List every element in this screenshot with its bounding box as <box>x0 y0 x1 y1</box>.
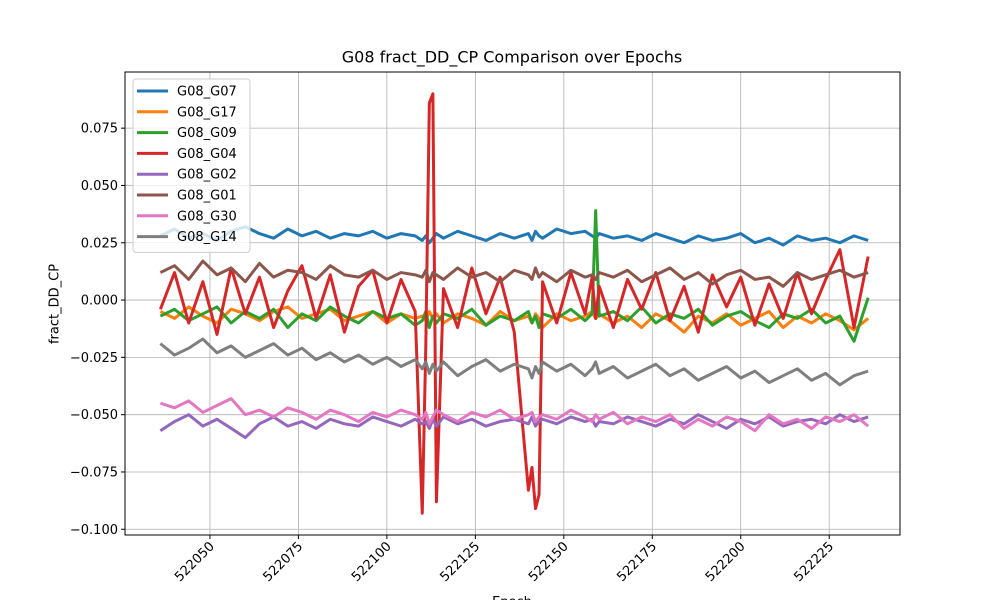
legend-label: G08_G14 <box>177 230 237 245</box>
series-line <box>158 92 870 515</box>
series-line <box>159 397 870 433</box>
y-tick-label: −0.050 <box>70 408 118 423</box>
legend-label: G08_G01 <box>177 189 237 204</box>
plot <box>158 92 870 515</box>
x-axis-label: Epoch <box>492 595 532 600</box>
y-tick-label: 0.000 <box>81 294 118 309</box>
y-tick-label: −0.025 <box>70 351 118 366</box>
series-line <box>159 413 869 440</box>
series-line <box>159 259 869 288</box>
series-line <box>159 209 870 343</box>
y-tick-label: −0.075 <box>70 465 118 480</box>
y-tick-label: 0.075 <box>81 122 118 137</box>
y-tick-label: 0.025 <box>81 236 118 251</box>
legend-label: G08_G09 <box>177 126 237 141</box>
legend-label: G08_G07 <box>177 85 237 100</box>
axes-frame <box>124 71 901 536</box>
y-axis-label: fract_DD_CP <box>48 264 63 344</box>
legend-box <box>132 78 251 253</box>
chart-title: G08 fract_DD_CP Comparison over Epochs <box>342 48 682 68</box>
legend-label: G08_G30 <box>177 209 237 224</box>
y-tick-label: 0.050 <box>81 179 118 194</box>
legend-label: G08_G02 <box>177 168 237 183</box>
legend: G08_G07 G08_G17 G08_G09 G08_G04 G08_G02 G08_G… <box>132 78 251 253</box>
legend-label: G08_G04 <box>177 147 237 162</box>
series-line <box>159 337 869 387</box>
y-tick-label: −0.100 <box>70 523 118 538</box>
legend-label: G08_G17 <box>177 105 237 120</box>
series-line <box>159 225 869 247</box>
